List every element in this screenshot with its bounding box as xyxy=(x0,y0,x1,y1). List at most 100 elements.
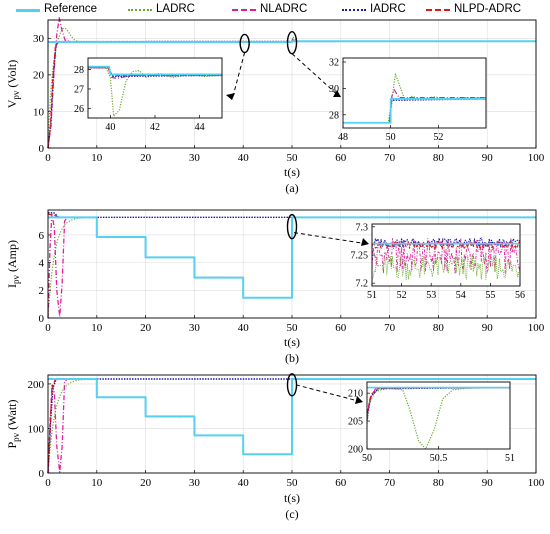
caption: (b) xyxy=(285,351,299,365)
series-nladrc xyxy=(88,67,222,79)
x-tick-label: 40 xyxy=(238,152,250,164)
legend-swatch-iadrc xyxy=(342,9,366,11)
plot-area xyxy=(343,58,486,128)
axes-frame xyxy=(47,209,537,319)
x-tick-label: 40 xyxy=(238,477,250,489)
y-tick-label: 7.3 xyxy=(356,222,369,233)
x-tick-label: 80 xyxy=(433,477,445,489)
y-tick-label: 20 xyxy=(33,70,45,82)
legend-swatch-reference xyxy=(16,9,40,12)
legend-label-iadrc: IADRC xyxy=(370,3,406,15)
series-reference xyxy=(343,98,486,124)
legend: Reference LADRC NLADRC IADRC NLPD-ADRC xyxy=(0,0,550,22)
axes-c-inset: 50 50.5 51 200 205 210 xyxy=(348,381,515,464)
x-tick-label: 48 xyxy=(338,132,348,143)
series-reference xyxy=(48,216,536,299)
series-reference xyxy=(88,65,222,76)
x-tick-label: 50 xyxy=(362,453,372,464)
axes-frame xyxy=(47,19,537,149)
legend-label-reference: Reference xyxy=(44,3,98,15)
y-tick-label: 210 xyxy=(348,389,363,400)
y-tick-label: 26 xyxy=(74,104,84,115)
zoom-arrow-head xyxy=(361,238,369,246)
x-tick-label: 0 xyxy=(45,477,51,489)
series-nladrc xyxy=(343,89,486,124)
x-tick-label: 90 xyxy=(482,152,494,164)
x-tick-label: 10 xyxy=(91,477,103,489)
series-reference xyxy=(48,378,536,456)
x-tick-label: 20 xyxy=(140,152,152,164)
y-axis-label: Ipv (Amp) xyxy=(5,240,21,288)
x-tick-label: 0 xyxy=(45,152,51,164)
legend-label-nlpd-adrc: NLPD-ADRC xyxy=(454,3,522,15)
x-tick-label: 50.5 xyxy=(430,453,448,464)
x-tick-label: 10 xyxy=(91,322,103,334)
x-tick-label: 60 xyxy=(335,322,347,334)
x-tick-label: 51 xyxy=(367,290,377,301)
series-ladrc xyxy=(366,386,511,450)
x-tick-label: 52 xyxy=(397,290,407,301)
y-tick-label: 2 xyxy=(39,285,45,297)
y-axis-label: Ppv (Watt) xyxy=(5,399,21,448)
x-tick-label: 42 xyxy=(150,122,160,133)
x-tick-label: 20 xyxy=(140,477,152,489)
x-tick-label: 53 xyxy=(426,290,436,301)
x-tick-label: 30 xyxy=(189,152,201,164)
y-tick-label: 27 xyxy=(74,84,84,95)
zoom-arrow xyxy=(231,52,246,101)
axes-b-inset: 51 52 53 54 55 56 7.2 7.25 7.3 xyxy=(351,222,526,301)
series-reference xyxy=(48,40,536,43)
y-tick-label: 200 xyxy=(348,445,363,456)
axes-a-inset-2: 48 50 52 28 30 32 xyxy=(329,57,487,143)
x-tick-label: 70 xyxy=(384,477,396,489)
x-axis-label: t(s) xyxy=(284,335,300,349)
x-tick-label: 50 xyxy=(386,132,396,143)
x-tick-label: 55 xyxy=(485,290,495,301)
legend-label-nladrc: NLADRC xyxy=(260,3,308,15)
plot-area xyxy=(88,58,222,118)
legend-swatch-ladrc xyxy=(128,9,152,11)
legend-swatch-nladrc xyxy=(232,9,256,11)
x-tick-label: 56 xyxy=(515,290,525,301)
x-tick-label: 30 xyxy=(189,477,201,489)
axes-frame xyxy=(342,57,487,129)
y-tick-label: 0 xyxy=(39,143,45,155)
y-tick-label: 7.2 xyxy=(356,279,369,290)
x-tick-label: 50 xyxy=(287,322,299,334)
y-tick-label: 30 xyxy=(33,33,45,45)
y-tick-label: 7.25 xyxy=(351,251,369,262)
x-tick-label: 51 xyxy=(505,453,515,464)
zoom-arrow xyxy=(293,232,369,245)
x-tick-label: 0 xyxy=(45,322,51,334)
legend-swatch-nlpd-adrc xyxy=(426,9,450,11)
zoom-arrow-head xyxy=(355,396,363,404)
x-tick-label: 100 xyxy=(528,322,545,334)
x-tick-label: 80 xyxy=(433,322,445,334)
axes-a-inset-1: 40 42 44 26 27 28 xyxy=(74,57,223,133)
y-tick-label: 6 xyxy=(39,230,45,242)
x-tick-label: 50 xyxy=(287,152,299,164)
x-tick-label: 100 xyxy=(528,152,545,164)
y-tick-label: 28 xyxy=(329,110,339,121)
x-tick-label: 50 xyxy=(287,477,299,489)
x-tick-label: 10 xyxy=(91,152,103,164)
legend-label-ladrc: LADRC xyxy=(156,3,195,15)
x-tick-label: 20 xyxy=(140,322,152,334)
series-ladrc xyxy=(371,254,521,280)
caption: (a) xyxy=(285,181,298,195)
x-tick-label: 100 xyxy=(528,477,545,489)
axes-frame xyxy=(371,223,521,287)
axes-frame xyxy=(87,57,223,119)
zoom-arrow-head xyxy=(226,93,235,100)
y-tick-label: 200 xyxy=(28,379,45,391)
x-axis-label: t(s) xyxy=(284,491,300,505)
series-ladrc xyxy=(47,378,536,474)
x-tick-label: 40 xyxy=(238,322,250,334)
y-tick-label: 32 xyxy=(329,57,339,68)
y-tick-label: 0 xyxy=(39,313,45,325)
y-tick-label: 205 xyxy=(348,417,363,428)
caption: (c) xyxy=(285,507,298,521)
axes-frame xyxy=(366,381,511,450)
y-tick-label: 28 xyxy=(74,65,84,76)
